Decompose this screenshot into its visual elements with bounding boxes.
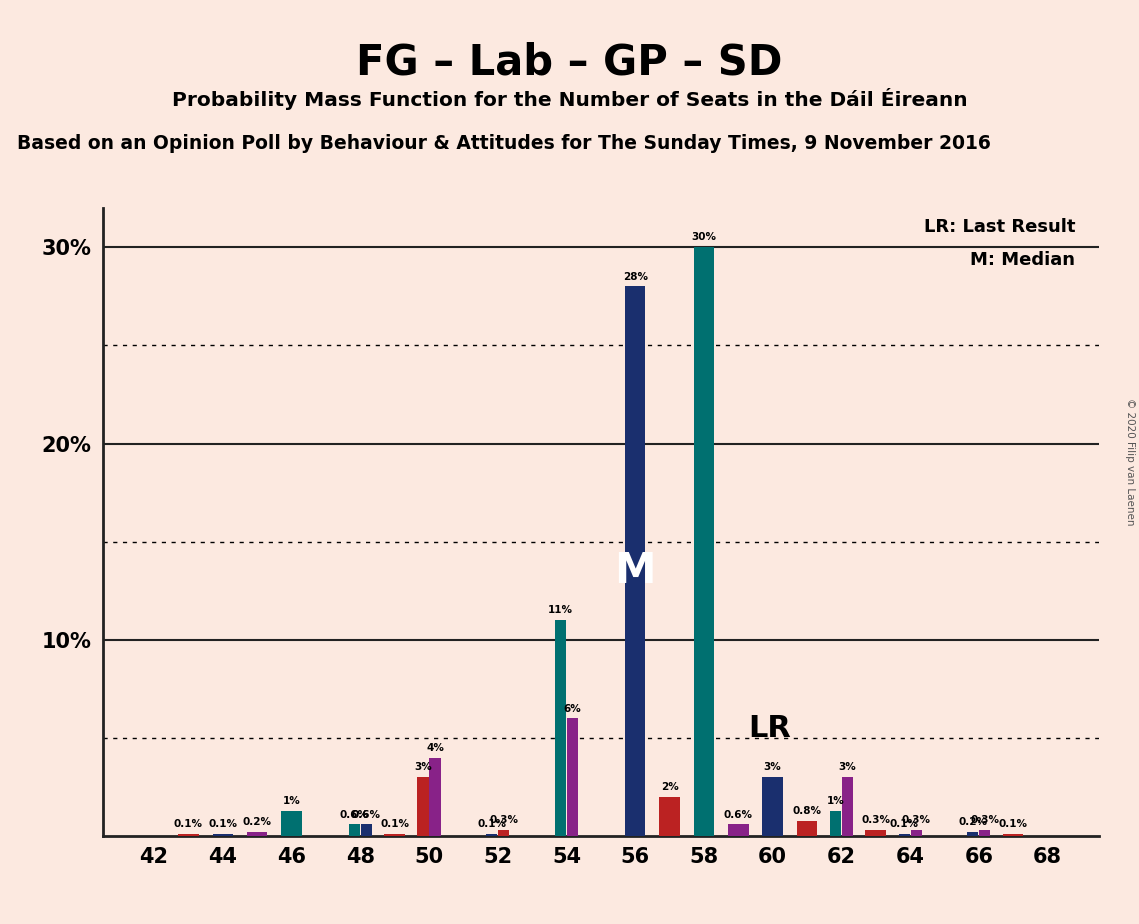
Bar [625,286,646,836]
Bar [498,831,509,836]
Text: Probability Mass Function for the Number of Seats in the Dáil Éireann: Probability Mass Function for the Number… [172,88,967,110]
Text: 0.3%: 0.3% [861,815,891,825]
Text: 0.6%: 0.6% [723,809,753,820]
Text: 30%: 30% [691,232,716,242]
Text: 0.2%: 0.2% [243,818,272,827]
Bar [567,719,577,836]
Bar [866,831,886,836]
Bar [349,824,360,836]
Bar [842,777,853,836]
Text: FG – Lab – GP – SD: FG – Lab – GP – SD [357,42,782,83]
Text: 0.1%: 0.1% [890,820,919,830]
Text: 28%: 28% [623,272,648,282]
Text: M: M [614,550,656,592]
Text: LR: LR [748,713,792,743]
Bar [762,777,782,836]
Text: 2%: 2% [661,782,679,792]
Bar [797,821,818,836]
Text: 0.1%: 0.1% [174,820,203,830]
Text: 4%: 4% [426,743,444,753]
Text: 0.3%: 0.3% [902,815,931,825]
Text: 3%: 3% [764,762,781,772]
Bar [555,620,566,836]
Text: 3%: 3% [838,762,857,772]
Bar [1003,834,1024,836]
Bar [361,824,371,836]
Text: 0.3%: 0.3% [490,815,518,825]
Text: 0.1%: 0.1% [477,820,506,830]
Bar [281,810,302,836]
Text: 3%: 3% [415,762,432,772]
Bar [967,833,978,836]
Bar [830,810,841,836]
Text: 0.1%: 0.1% [208,820,237,830]
Text: 0.1%: 0.1% [999,820,1027,830]
Text: M: Median: M: Median [970,251,1075,269]
Text: 0.6%: 0.6% [339,809,369,820]
Bar [694,247,714,836]
Bar [728,824,748,836]
Bar [417,777,428,836]
Bar [213,834,233,836]
Text: 0.6%: 0.6% [352,809,380,820]
Text: 11%: 11% [548,605,573,615]
Bar [910,831,921,836]
Bar [247,833,268,836]
Text: 0.2%: 0.2% [958,818,988,827]
Text: 0.8%: 0.8% [793,806,821,816]
Text: 6%: 6% [564,703,581,713]
Text: 0.1%: 0.1% [380,820,409,830]
Bar [659,796,680,836]
Bar [980,831,991,836]
Text: 0.3%: 0.3% [970,815,999,825]
Bar [486,834,498,836]
Text: © 2020 Filip van Laenen: © 2020 Filip van Laenen [1125,398,1134,526]
Bar [429,758,441,836]
Bar [178,834,198,836]
Bar [384,834,404,836]
Text: Based on an Opinion Poll by Behaviour & Attitudes for The Sunday Times, 9 Novemb: Based on an Opinion Poll by Behaviour & … [17,134,991,153]
Text: 1%: 1% [282,796,301,806]
Text: 1%: 1% [827,796,844,806]
Bar [899,834,910,836]
Text: LR: Last Result: LR: Last Result [924,218,1075,236]
